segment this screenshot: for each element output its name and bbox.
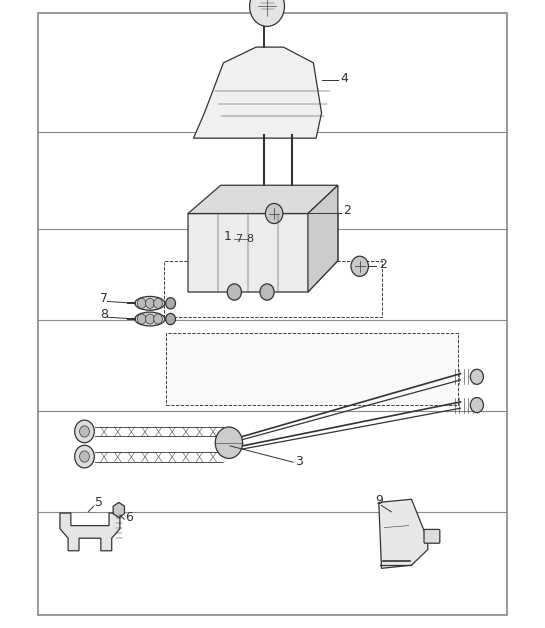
- Text: 8: 8: [246, 234, 253, 244]
- FancyBboxPatch shape: [166, 333, 458, 405]
- Text: 4: 4: [341, 72, 348, 85]
- Text: 6: 6: [125, 511, 133, 524]
- Ellipse shape: [135, 312, 165, 326]
- Polygon shape: [188, 185, 338, 214]
- Circle shape: [80, 451, 89, 462]
- Circle shape: [260, 284, 274, 300]
- Polygon shape: [113, 502, 124, 517]
- Polygon shape: [379, 499, 428, 568]
- Circle shape: [166, 298, 175, 309]
- Circle shape: [146, 314, 154, 324]
- Circle shape: [154, 298, 162, 308]
- Circle shape: [265, 203, 283, 224]
- Circle shape: [75, 445, 94, 468]
- Ellipse shape: [135, 296, 165, 310]
- Circle shape: [137, 298, 146, 308]
- Text: 1: 1: [223, 230, 231, 243]
- Polygon shape: [60, 513, 120, 551]
- Circle shape: [154, 314, 162, 324]
- Circle shape: [166, 313, 175, 325]
- Circle shape: [137, 314, 146, 324]
- Polygon shape: [193, 47, 322, 138]
- Circle shape: [470, 369, 483, 384]
- Polygon shape: [188, 214, 338, 292]
- Circle shape: [146, 298, 154, 308]
- Text: 8: 8: [100, 308, 108, 321]
- Bar: [38, 13, 507, 615]
- Text: 7: 7: [235, 234, 243, 244]
- FancyBboxPatch shape: [424, 529, 440, 543]
- Circle shape: [250, 0, 284, 26]
- Circle shape: [351, 256, 368, 276]
- Text: 2: 2: [343, 204, 351, 217]
- Circle shape: [227, 284, 241, 300]
- Circle shape: [80, 426, 89, 437]
- Circle shape: [215, 427, 243, 458]
- Text: 3: 3: [295, 455, 303, 468]
- Circle shape: [470, 398, 483, 413]
- Text: 7: 7: [100, 292, 108, 305]
- Circle shape: [75, 420, 94, 443]
- Text: 9: 9: [375, 494, 383, 507]
- Text: 5: 5: [95, 495, 104, 509]
- Text: 2: 2: [379, 257, 386, 271]
- Polygon shape: [308, 185, 338, 292]
